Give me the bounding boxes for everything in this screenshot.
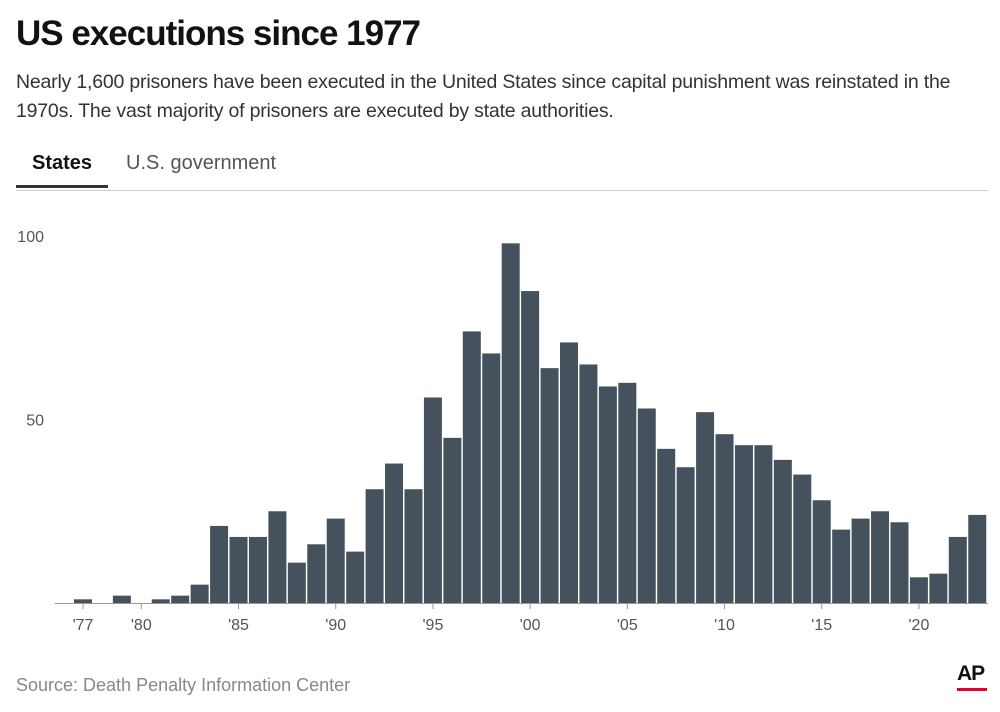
x-tick-label: '77	[73, 617, 94, 634]
tab-bar: States U.S. government	[16, 146, 988, 191]
bar-2006	[637, 408, 656, 603]
bar-2023	[968, 514, 987, 603]
bar-1993	[385, 463, 404, 603]
bar-1994	[404, 489, 423, 603]
bar-2001	[540, 368, 559, 603]
bar-1983	[190, 584, 209, 603]
bar-1988	[287, 562, 306, 603]
bar-2019	[890, 522, 909, 603]
bar-2020	[909, 577, 928, 603]
bar-2003	[579, 364, 598, 603]
bar-2013	[773, 459, 792, 603]
bar-1986	[248, 536, 267, 603]
bar-1987	[268, 511, 287, 603]
bar-2009	[696, 412, 715, 603]
bar-2016	[832, 529, 851, 603]
bar-2007	[657, 448, 676, 603]
x-tick-label: '85	[228, 617, 249, 634]
ap-logo-underline	[957, 688, 987, 691]
bar-2014	[793, 474, 812, 603]
bar-1981	[151, 599, 170, 603]
x-tick-label: '00	[520, 617, 541, 634]
x-tick-label: '90	[325, 617, 346, 634]
x-tick-label: '10	[714, 617, 735, 634]
bar-1989	[307, 544, 326, 603]
bar-2012	[754, 445, 773, 603]
bar-2004	[598, 386, 617, 603]
bar-1982	[171, 595, 190, 603]
bar-1995	[423, 397, 442, 603]
y-tick-label: 100	[17, 229, 44, 246]
ap-logo: AP	[957, 662, 985, 685]
chart-subtitle: Nearly 1,600 prisoners have been execute…	[16, 71, 951, 122]
bar-1985	[229, 536, 248, 603]
bar-2015	[812, 500, 831, 603]
y-tick-label: 50	[26, 413, 44, 430]
source-note: Source: Death Penalty Information Center	[16, 675, 351, 695]
bar-1999	[501, 243, 520, 603]
chart-title: US executions since 1977	[16, 14, 421, 53]
bar-2018	[871, 511, 890, 603]
bar-2010	[715, 434, 734, 603]
bar-1992	[365, 489, 384, 603]
x-tick-label: '05	[617, 617, 638, 634]
bar-2008	[676, 467, 695, 603]
bar-2021	[929, 573, 948, 603]
bar-2005	[618, 382, 637, 603]
tab-states[interactable]: States	[16, 152, 109, 188]
bar-1990	[326, 518, 345, 603]
x-tick-label: '20	[908, 617, 929, 634]
bar-2022	[948, 536, 967, 603]
bar-1977	[74, 599, 92, 603]
bar-1991	[346, 551, 365, 603]
bar-1997	[462, 331, 481, 603]
tab-us-government[interactable]: U.S. government	[126, 152, 277, 174]
x-tick-label: '15	[811, 617, 832, 634]
bar-2002	[560, 342, 578, 603]
bar-1984	[210, 525, 229, 603]
bar-2000	[521, 291, 540, 603]
x-tick-label: '95	[422, 617, 443, 634]
bar-1998	[482, 353, 501, 603]
bar-2011	[734, 445, 753, 603]
bar-1979	[112, 595, 131, 603]
x-tick-label: '80	[131, 617, 152, 634]
bar-1996	[443, 437, 462, 603]
bar-2017	[851, 518, 870, 603]
